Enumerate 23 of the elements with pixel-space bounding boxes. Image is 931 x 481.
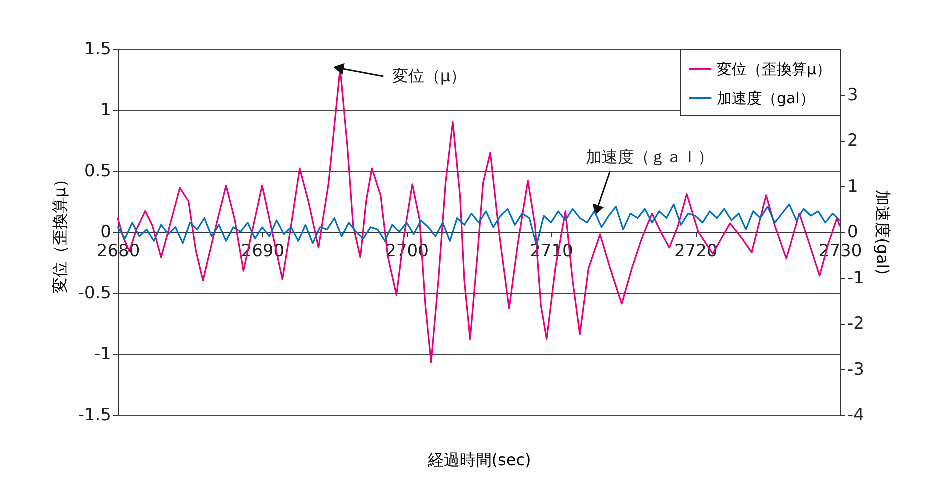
legend-label: 変位（歪換算μ） — [717, 60, 832, 78]
y2-tick-label: 0 — [848, 222, 858, 242]
y2-tick-label: -4 — [848, 406, 864, 426]
annotation: 加速度（ｇａｌ） — [586, 148, 714, 167]
x-axis-title: 経過時間(sec) — [426, 450, 532, 470]
y-tick-label: -1 — [94, 344, 112, 364]
y-tick-label: -0.5 — [78, 284, 112, 304]
y2-tick-label: -3 — [848, 360, 864, 380]
y2-tick-label: -2 — [848, 314, 864, 334]
legend-label: 加速度（gal） — [717, 90, 815, 108]
y2-tick-label: 1 — [848, 176, 858, 197]
y-tick-label: 1 — [100, 100, 112, 120]
x-tick-label: 2720 — [674, 242, 718, 262]
y2-axis-title: 加速度(gal) — [873, 190, 892, 275]
y-axis-title: 変位（歪換算μ） — [50, 171, 70, 294]
y-tick-label: 0 — [100, 222, 112, 242]
y-tick-label: -1.5 — [78, 406, 112, 426]
y2-tick-label: 2 — [848, 131, 858, 151]
y2-tick-label: -1 — [848, 268, 864, 288]
y2-tick-label: 3 — [848, 85, 858, 106]
y-tick-label: 1.5 — [84, 40, 112, 60]
annotation: 変位（μ） — [392, 66, 467, 86]
y-tick-label: 0.5 — [84, 162, 112, 182]
